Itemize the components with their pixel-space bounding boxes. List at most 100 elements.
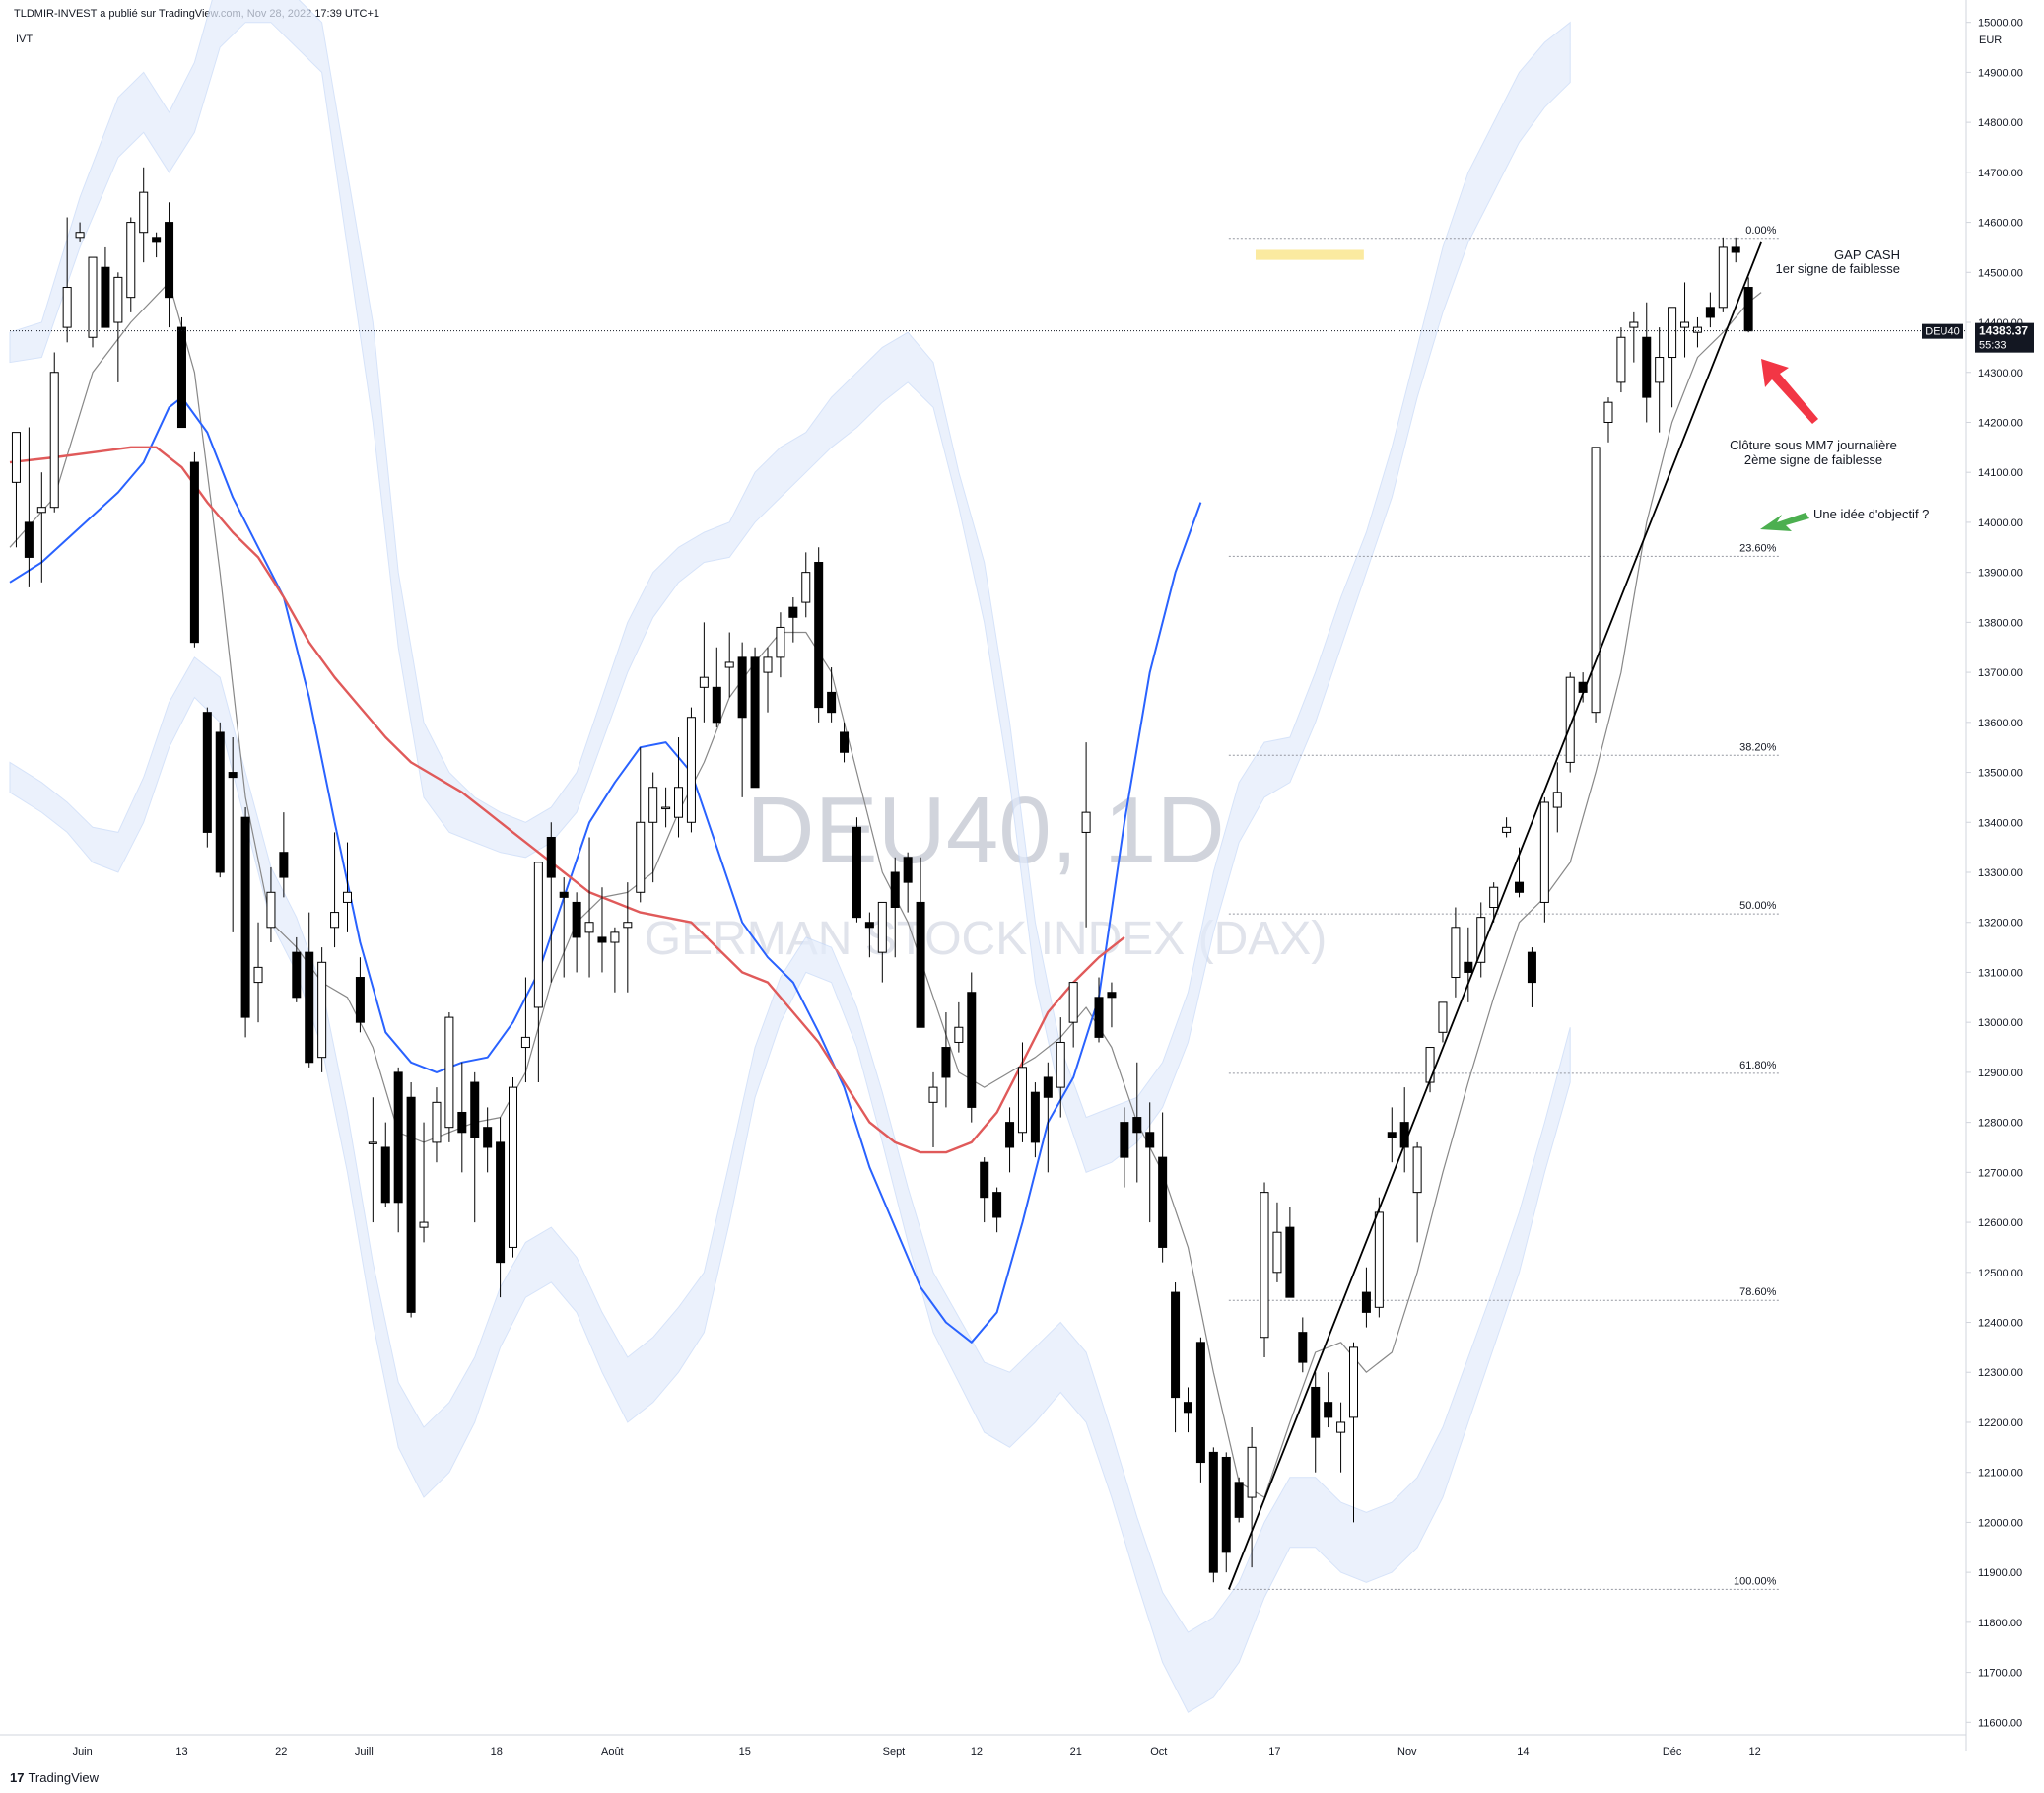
- price-tick-label: 12200.00: [1978, 1417, 2023, 1429]
- candle: [508, 1076, 518, 1258]
- candle-body: [292, 951, 302, 999]
- candle: [496, 1117, 506, 1298]
- fibonacci-retracement: 0.00% 23.60% 38.20% 50.00% 61.80% 78.60% 100.0…: [1228, 225, 1781, 1590]
- candle-body: [1094, 997, 1104, 1038]
- candle-body: [189, 461, 199, 644]
- candle-body: [1336, 1421, 1346, 1433]
- candle-body: [686, 717, 696, 823]
- candle-body: [380, 1146, 390, 1204]
- candle-body: [1195, 1342, 1205, 1464]
- close-note-line2: 2ème signe de faiblesse: [1744, 452, 1882, 467]
- candle-body: [801, 572, 811, 603]
- candle: [1629, 311, 1639, 363]
- trendline[interactable]: [1228, 241, 1762, 1590]
- candle: [636, 747, 646, 903]
- candle-body: [1692, 326, 1702, 333]
- candle: [1539, 796, 1549, 923]
- candle-body: [1668, 307, 1677, 359]
- candle: [330, 832, 340, 948]
- time-tick-label: Oct: [1150, 1746, 1167, 1758]
- candle-body: [1017, 1067, 1027, 1134]
- candle: [1094, 977, 1104, 1043]
- candle: [840, 722, 850, 763]
- candle-body: [1603, 401, 1613, 423]
- bollinger-lower-band: [9, 656, 1571, 1713]
- candle: [62, 217, 72, 343]
- candle-body: [559, 891, 569, 898]
- candle: [1017, 1042, 1027, 1142]
- symbol-source-label: IVT: [16, 34, 34, 45]
- last-price-badge: DEU40 14383.37 55:33: [1922, 322, 2034, 353]
- candle-body: [355, 977, 365, 1023]
- tradingview-logo-icon: 17: [10, 1770, 25, 1785]
- candle: [470, 1071, 480, 1223]
- candle: [88, 256, 98, 348]
- candle: [788, 597, 798, 643]
- candle-body: [1387, 1132, 1397, 1138]
- candle: [852, 817, 861, 923]
- candle: [1591, 447, 1601, 723]
- candle: [1489, 882, 1499, 923]
- candle: [1311, 1372, 1321, 1473]
- candle: [457, 1062, 467, 1173]
- candle: [674, 737, 684, 838]
- candle-body: [266, 891, 276, 929]
- price-tick-label: 14100.00: [1978, 467, 2023, 479]
- candle-body: [1158, 1156, 1168, 1248]
- price-tick-label: 12800.00: [1978, 1118, 2023, 1130]
- close-note-line1: Clôture sous MM7 journalière: [1730, 438, 1897, 452]
- candle-body: [113, 276, 123, 323]
- candle: [368, 1097, 377, 1223]
- candle-body: [648, 787, 658, 823]
- candle-body: [1731, 246, 1740, 253]
- candle-body: [1361, 1291, 1371, 1313]
- tradingview-logo[interactable]: 17 TradingView: [10, 1770, 99, 1785]
- candle-body: [88, 256, 98, 338]
- candle-body: [1451, 927, 1461, 979]
- candle: [1502, 817, 1512, 838]
- candle: [1221, 1452, 1231, 1573]
- candle: [1668, 307, 1677, 408]
- price-tick-label: 14800.00: [1978, 117, 2023, 129]
- candle: [1642, 302, 1652, 423]
- candle: [686, 707, 696, 833]
- time-tick-label: Sept: [883, 1746, 906, 1758]
- candle-body: [1642, 336, 1652, 398]
- candle: [623, 882, 633, 993]
- candle-body: [496, 1141, 506, 1264]
- candle: [444, 1012, 454, 1142]
- price-tick-label: 12600.00: [1978, 1217, 2023, 1229]
- candle: [126, 217, 136, 312]
- candle-body: [840, 731, 850, 753]
- price-tick-label: 13100.00: [1978, 967, 2023, 979]
- candle: [648, 772, 658, 883]
- candle: [928, 1071, 938, 1147]
- candle-body: [724, 661, 734, 668]
- candle: [1324, 1372, 1333, 1428]
- candle-body: [597, 936, 607, 943]
- candle-body: [165, 222, 174, 299]
- time-tick-label: 12: [971, 1746, 983, 1758]
- candle-body: [712, 686, 721, 724]
- candle: [1438, 1001, 1448, 1043]
- candle-body: [36, 507, 46, 514]
- watermark-name: GERMAN STOCK INDEX (DAX): [645, 913, 1328, 965]
- candle: [992, 1187, 1002, 1233]
- candle: [1705, 292, 1715, 328]
- candle-body: [1464, 961, 1473, 973]
- candle: [1451, 907, 1461, 998]
- candle: [1348, 1342, 1359, 1523]
- candle: [1412, 1141, 1422, 1243]
- candle: [176, 316, 186, 429]
- candle: [292, 936, 302, 1002]
- candle-body: [827, 691, 837, 714]
- candle-body: [1005, 1122, 1015, 1148]
- candle-body: [1221, 1456, 1231, 1553]
- candle-body: [470, 1081, 480, 1138]
- annotations: GAP CASH 1er signe de faiblesse Clôture …: [1730, 247, 1929, 531]
- price-tick-label: 11900.00: [1978, 1567, 2022, 1579]
- price-scale[interactable]: EUR: [1965, 0, 2002, 1751]
- candle: [1005, 1107, 1015, 1173]
- candle-body: [1247, 1446, 1257, 1498]
